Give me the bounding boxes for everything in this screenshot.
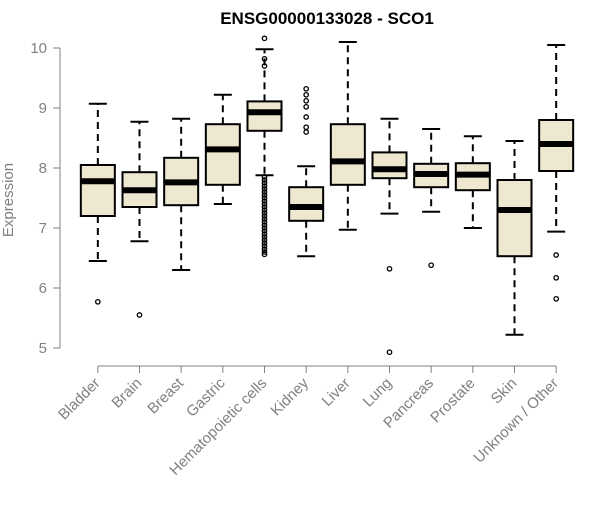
- box-group: [538, 44, 575, 302]
- outlier-point: [261, 180, 268, 186]
- box: [371, 151, 408, 180]
- box: [204, 123, 241, 186]
- outlier-point: [261, 231, 268, 237]
- outlier-point: [261, 237, 268, 243]
- outlier-point: [261, 219, 268, 225]
- y-tick-label: 6: [39, 280, 47, 297]
- box-group: [329, 41, 366, 231]
- outlier-point: [261, 234, 268, 240]
- outlier-point: [261, 183, 268, 189]
- box-group: [288, 85, 325, 258]
- outlier-point: [261, 222, 268, 228]
- outlier-point: [261, 201, 268, 207]
- x-tick-label: Liver: [319, 375, 354, 410]
- outlier-point: [303, 85, 310, 92]
- chart-title: ENSG00000133028 - SCO1: [220, 9, 434, 28]
- outlier-point: [261, 174, 268, 180]
- y-tick-label: 8: [39, 160, 47, 177]
- outlier-point: [386, 265, 393, 272]
- plot-area: [79, 35, 575, 356]
- outlier-point: [261, 35, 268, 42]
- outlier-point: [303, 103, 310, 110]
- outlier-point: [261, 192, 268, 198]
- outlier-point: [428, 262, 435, 269]
- y-tick-label: 5: [39, 340, 47, 357]
- x-tick-label: Bladder: [55, 375, 104, 424]
- outlier-point: [136, 312, 143, 318]
- x-tick-label: Lung: [360, 375, 396, 411]
- outlier-point: [261, 195, 268, 201]
- x-tick-label: Kidney: [268, 374, 313, 419]
- y-tick-label: 9: [39, 100, 47, 117]
- x-tick-label: Breast: [144, 374, 187, 417]
- outlier-point: [261, 213, 268, 219]
- outlier-point: [261, 251, 268, 258]
- x-tick-label: Skin: [488, 375, 521, 408]
- outlier-point: [261, 198, 268, 204]
- outlier-point: [261, 246, 268, 252]
- x-tick-label: Prostate: [427, 375, 479, 427]
- outlier-point: [261, 177, 268, 183]
- y-tick-label: 10: [30, 40, 47, 57]
- outlier-point: [261, 243, 268, 249]
- x-tick-label: Brain: [109, 375, 146, 412]
- box: [79, 164, 116, 217]
- outlier-point: [303, 124, 310, 131]
- box: [496, 179, 533, 258]
- outlier-point: [303, 97, 310, 104]
- outlier-point: [261, 63, 268, 69]
- box: [246, 100, 283, 132]
- box-group: [121, 120, 158, 318]
- outlier-point: [261, 225, 268, 231]
- box-group: [413, 128, 450, 269]
- y-axis-title: Expression: [0, 163, 17, 237]
- box-group: [246, 35, 283, 258]
- outlier-point: [261, 228, 268, 234]
- outlier-point: [553, 274, 560, 281]
- y-tick-label: 7: [39, 220, 47, 237]
- outlier-point: [553, 252, 560, 258]
- outlier-point: [261, 207, 268, 213]
- outlier-point: [303, 91, 310, 98]
- box: [329, 123, 366, 186]
- outlier-point: [261, 55, 268, 62]
- outlier-point: [261, 210, 268, 216]
- outlier-point: [386, 349, 393, 356]
- outlier-point: [303, 129, 310, 135]
- box-group: [371, 117, 408, 356]
- outlier-point: [303, 114, 310, 120]
- outlier-point: [261, 189, 268, 195]
- box-group: [204, 93, 241, 205]
- outlier-point: [553, 295, 560, 302]
- box-group: [79, 102, 116, 305]
- box-group: [163, 117, 200, 271]
- box-group: [454, 135, 491, 229]
- outlier-point: [261, 186, 268, 192]
- box-group: [496, 140, 533, 336]
- outlier-point: [261, 216, 268, 222]
- y-axis: 5 6 7 8 9 10: [30, 40, 61, 357]
- outlier-point: [261, 249, 268, 255]
- outlier-point: [261, 204, 268, 210]
- outlier-point: [261, 240, 268, 246]
- outlier-point: [94, 298, 101, 305]
